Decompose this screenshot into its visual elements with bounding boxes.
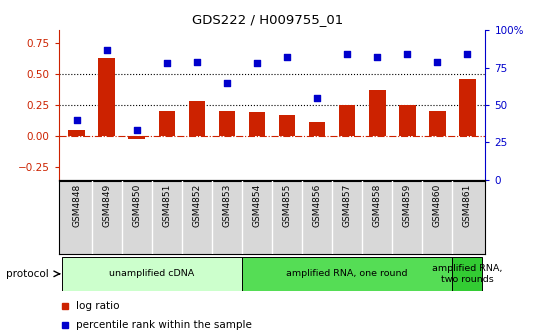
- Bar: [98, 58, 115, 136]
- Bar: [242, 257, 453, 291]
- Point: [72, 117, 81, 123]
- Text: amplified RNA, one round: amplified RNA, one round: [286, 269, 408, 278]
- Bar: [61, 257, 242, 291]
- Point: [132, 128, 141, 133]
- Point: [433, 59, 442, 64]
- Text: unamplified cDNA: unamplified cDNA: [109, 269, 194, 278]
- Point: [282, 54, 291, 60]
- Text: log ratio: log ratio: [76, 301, 119, 311]
- Point: [162, 60, 171, 66]
- Text: GSM4854: GSM4854: [252, 183, 262, 227]
- Bar: [453, 257, 483, 291]
- Text: GSM4861: GSM4861: [463, 183, 472, 227]
- Bar: [249, 113, 265, 136]
- Point: [253, 60, 262, 66]
- Bar: [399, 105, 416, 136]
- Text: percentile rank within the sample: percentile rank within the sample: [76, 320, 252, 330]
- Text: GSM4855: GSM4855: [282, 183, 292, 227]
- Bar: [279, 115, 295, 136]
- Text: GDS222 / H009755_01: GDS222 / H009755_01: [192, 13, 344, 27]
- Bar: [459, 79, 475, 136]
- Bar: [429, 111, 446, 136]
- Text: GSM4849: GSM4849: [102, 183, 111, 227]
- Point: [463, 51, 472, 57]
- Text: GSM4860: GSM4860: [433, 183, 442, 227]
- Bar: [69, 130, 85, 136]
- Text: GSM4851: GSM4851: [162, 183, 171, 227]
- Text: protocol: protocol: [6, 269, 49, 279]
- Point: [312, 95, 321, 100]
- Point: [223, 80, 232, 85]
- Text: GSM4856: GSM4856: [312, 183, 321, 227]
- Text: GSM4853: GSM4853: [223, 183, 232, 227]
- Bar: [219, 111, 235, 136]
- Text: amplified RNA,
two rounds: amplified RNA, two rounds: [432, 264, 503, 284]
- Text: GSM4850: GSM4850: [132, 183, 141, 227]
- Text: GSM4858: GSM4858: [373, 183, 382, 227]
- Point: [373, 54, 382, 60]
- Text: GSM4852: GSM4852: [193, 183, 201, 227]
- Bar: [128, 136, 145, 139]
- Point: [102, 47, 111, 52]
- Bar: [339, 105, 355, 136]
- Text: GSM4859: GSM4859: [403, 183, 412, 227]
- Bar: [309, 122, 325, 136]
- Bar: [158, 111, 175, 136]
- Text: GSM4857: GSM4857: [343, 183, 352, 227]
- Bar: [369, 90, 386, 136]
- Point: [343, 51, 352, 57]
- Point: [193, 59, 201, 64]
- Bar: [189, 101, 205, 136]
- Text: GSM4848: GSM4848: [72, 183, 81, 227]
- Point: [403, 51, 412, 57]
